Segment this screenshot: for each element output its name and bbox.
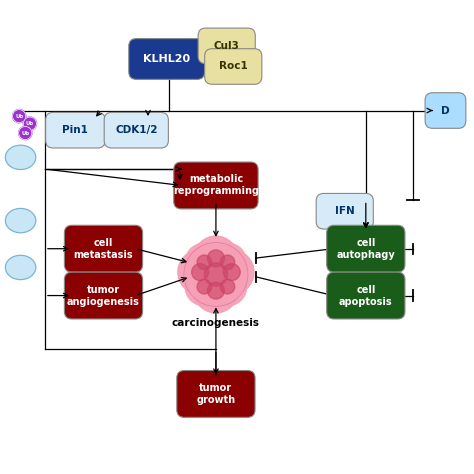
Circle shape: [223, 264, 240, 281]
FancyBboxPatch shape: [177, 371, 255, 417]
Text: KLHL20: KLHL20: [143, 54, 190, 64]
Ellipse shape: [5, 255, 36, 280]
FancyBboxPatch shape: [64, 225, 143, 272]
Ellipse shape: [5, 145, 36, 170]
Text: tumor
growth: tumor growth: [196, 383, 236, 405]
Circle shape: [185, 267, 224, 306]
Circle shape: [18, 127, 32, 139]
Text: Pin1: Pin1: [63, 125, 88, 135]
Circle shape: [204, 263, 228, 286]
Text: tumor
angiogenesis: tumor angiogenesis: [67, 284, 140, 307]
Circle shape: [210, 250, 254, 294]
Ellipse shape: [5, 209, 36, 233]
Text: Ub: Ub: [21, 130, 29, 136]
Circle shape: [208, 282, 224, 299]
FancyBboxPatch shape: [205, 49, 262, 84]
Text: carcinogenesis: carcinogenesis: [172, 318, 260, 328]
Text: D: D: [441, 106, 450, 116]
Circle shape: [13, 109, 26, 123]
FancyBboxPatch shape: [174, 162, 258, 209]
Text: cell
autophagy: cell autophagy: [337, 238, 395, 260]
Text: CDK1/2: CDK1/2: [115, 125, 157, 135]
Text: metabolic
reprogramming: metabolic reprogramming: [173, 174, 259, 196]
Circle shape: [194, 268, 238, 313]
Circle shape: [208, 243, 246, 282]
Circle shape: [185, 244, 246, 305]
Text: cell
metastasis: cell metastasis: [73, 238, 133, 260]
Circle shape: [197, 255, 211, 270]
Text: cell
apoptosis: cell apoptosis: [339, 284, 392, 307]
FancyBboxPatch shape: [104, 112, 168, 148]
FancyBboxPatch shape: [198, 28, 255, 64]
Text: Cul3: Cul3: [214, 41, 240, 51]
Circle shape: [191, 264, 209, 281]
Circle shape: [23, 117, 36, 130]
Circle shape: [208, 267, 246, 306]
Circle shape: [194, 236, 238, 281]
FancyBboxPatch shape: [327, 225, 405, 272]
Text: Ub: Ub: [15, 114, 23, 118]
FancyBboxPatch shape: [64, 272, 143, 319]
Circle shape: [185, 243, 224, 282]
Circle shape: [208, 250, 224, 267]
Text: Ub: Ub: [26, 121, 34, 126]
FancyBboxPatch shape: [327, 272, 405, 319]
Circle shape: [178, 250, 222, 294]
Circle shape: [220, 279, 235, 294]
FancyBboxPatch shape: [46, 112, 105, 148]
Circle shape: [220, 255, 235, 270]
Text: Roc1: Roc1: [219, 62, 247, 72]
FancyBboxPatch shape: [425, 93, 466, 128]
Circle shape: [197, 279, 211, 294]
FancyBboxPatch shape: [129, 38, 205, 79]
Text: IFN: IFN: [335, 206, 355, 216]
FancyBboxPatch shape: [316, 193, 374, 229]
